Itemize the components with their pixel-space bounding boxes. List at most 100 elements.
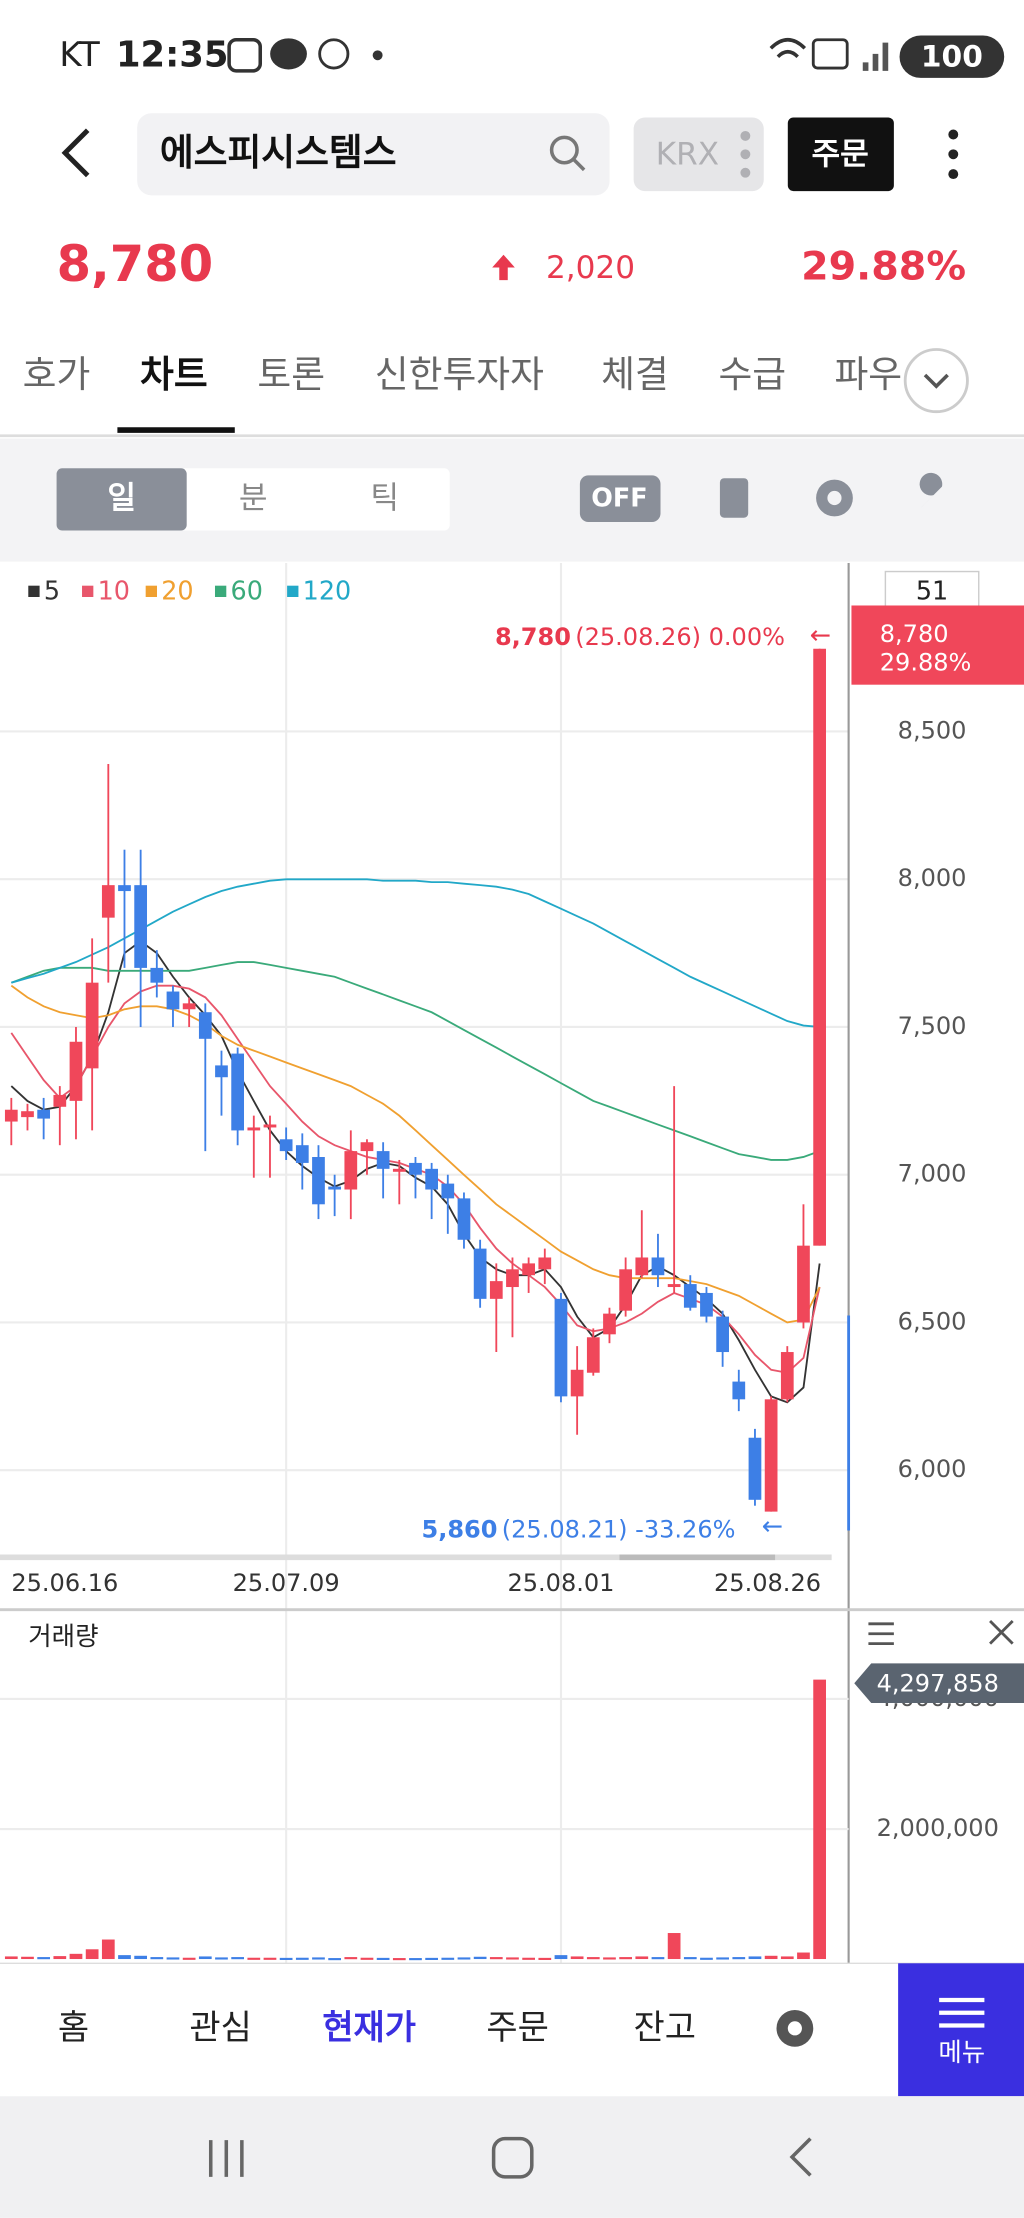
candle-body — [764, 1399, 778, 1512]
tab[interactable]: 토론 — [257, 353, 325, 396]
volume-bar — [166, 1957, 180, 1960]
carrier: KT — [59, 35, 100, 75]
hd-icon — [811, 38, 849, 70]
volume-bar — [651, 1957, 665, 1960]
home-button[interactable] — [491, 2136, 534, 2179]
nav-item[interactable]: 현재가 — [322, 2008, 416, 2048]
clock: 12:35 — [116, 35, 229, 76]
candle-body — [425, 1168, 439, 1190]
volume-bar — [716, 1957, 729, 1960]
change-rate: 29.88% — [801, 243, 966, 289]
count-box[interactable] — [884, 570, 980, 612]
candle-body — [619, 1269, 632, 1311]
tab[interactable]: 호가 — [23, 353, 91, 396]
candle-body — [635, 1257, 649, 1276]
nav-item[interactable]: 관심 — [189, 2008, 251, 2048]
volume-bar — [700, 1957, 713, 1960]
volume-bar — [441, 1957, 455, 1960]
tab-bar: 호가 차트 토론 신한투자자 체결 수급 파우 — [23, 353, 903, 396]
tab[interactable]: 체결 — [601, 353, 669, 396]
x-tick-label: 25.08.26 — [714, 1569, 821, 1597]
search-box[interactable] — [137, 113, 610, 196]
ma-line — [10, 984, 821, 1324]
high-price: 8,780 — [495, 623, 571, 651]
tab[interactable]: 신한투자자 — [375, 353, 544, 396]
volume-bar — [312, 1957, 325, 1960]
tab[interactable]: 수급 — [718, 353, 786, 396]
volume-close[interactable] — [989, 1619, 1014, 1645]
candle-body — [360, 1142, 374, 1152]
nav-items: 홈 관심 현재가 주문 잔고 — [58, 2008, 696, 2048]
candle-body — [53, 1094, 67, 1107]
volume-bar — [182, 1957, 196, 1960]
count-label: 51 — [916, 577, 948, 607]
search-icon — [572, 158, 586, 172]
candle-body — [376, 1151, 390, 1169]
candle-body — [166, 991, 180, 1010]
status-icon — [318, 38, 350, 70]
volume-bar — [813, 1679, 826, 1960]
menu-button[interactable] — [898, 1963, 1024, 2097]
x-tick-label: 25.07.09 — [233, 1569, 340, 1597]
dots — [740, 130, 751, 141]
period[interactable]: 틱 — [370, 480, 399, 516]
volume-bar — [635, 1956, 649, 1960]
volume-bar — [85, 1949, 99, 1960]
volume-bar — [344, 1957, 358, 1960]
volume-bar — [764, 1955, 778, 1960]
period[interactable]: 일 — [107, 480, 136, 516]
exchange-button[interactable] — [633, 117, 764, 192]
nav-item[interactable]: 홈 — [58, 2008, 89, 2048]
candle-body — [182, 1003, 196, 1010]
tab[interactable]: 차트 — [140, 353, 208, 396]
volume-bar — [797, 1952, 810, 1960]
candle-body — [279, 1139, 293, 1152]
battery-level: 100 — [921, 40, 983, 75]
stock-name: 에스피시스템스 — [160, 131, 397, 174]
candle-body — [651, 1257, 665, 1276]
order-button[interactable] — [787, 117, 894, 192]
more-menu[interactable] — [948, 169, 959, 180]
period[interactable]: 분 — [239, 480, 268, 516]
ma-line — [10, 961, 820, 1161]
dots — [740, 149, 751, 160]
legend-label: 5 — [44, 577, 60, 607]
rotate-icon[interactable] — [719, 478, 749, 518]
y-tick-label: 8,500 — [898, 716, 967, 744]
back-nav[interactable] — [789, 2137, 812, 2177]
candle-body — [85, 982, 99, 1069]
recent-apps[interactable] — [208, 2140, 244, 2177]
y-tick-label: 6,000 — [898, 1455, 967, 1483]
legend-swatch — [214, 585, 227, 597]
back-button[interactable] — [61, 128, 90, 178]
legend-label: 10 — [98, 577, 130, 607]
volume-bar — [570, 1956, 584, 1960]
volume-bar — [4, 1956, 18, 1960]
status-icon — [270, 38, 307, 70]
volume-bar — [425, 1957, 439, 1960]
tab[interactable]: 파우 — [834, 353, 902, 396]
tool-icon[interactable] — [913, 472, 943, 515]
nav-item[interactable]: 잔고 — [634, 2008, 696, 2048]
volume-bar — [231, 1957, 245, 1960]
candle-body — [570, 1369, 584, 1397]
more-menu[interactable] — [948, 149, 959, 160]
candle-body — [37, 1109, 51, 1119]
tab-expand-button[interactable] — [903, 348, 969, 414]
candle-body — [813, 648, 826, 1246]
volume-menu[interactable] — [868, 1622, 894, 1646]
volume-bar — [683, 1957, 697, 1960]
search-icon — [549, 135, 579, 165]
volume-bar — [409, 1958, 422, 1961]
nav-item[interactable]: 주문 — [486, 2008, 548, 2048]
volume-bar — [667, 1933, 681, 1960]
ma-toggle[interactable] — [579, 475, 661, 523]
high-detail: (25.08.26) 0.00% — [575, 623, 785, 651]
candle-body — [473, 1248, 487, 1299]
legend-swatch — [28, 585, 40, 597]
more-menu[interactable] — [948, 129, 959, 140]
candle-body — [21, 1111, 34, 1118]
candle-body — [586, 1337, 600, 1373]
volume-bar — [473, 1956, 487, 1960]
